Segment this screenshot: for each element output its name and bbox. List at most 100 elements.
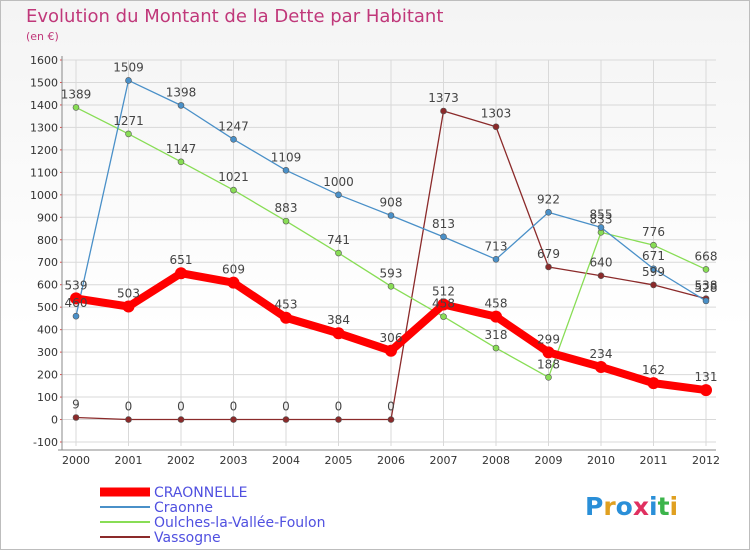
data-label: 671 xyxy=(642,249,665,263)
data-point xyxy=(492,256,500,263)
legend-entry: Craonne xyxy=(154,500,213,516)
y-tick-label: 1600 xyxy=(30,54,58,67)
data-label: 1147 xyxy=(166,142,197,156)
data-point xyxy=(650,281,657,289)
data-point xyxy=(492,344,500,352)
x-tick-label: 2011 xyxy=(640,454,668,467)
data-label: 384 xyxy=(327,313,350,327)
y-tick-label: 600 xyxy=(37,279,58,292)
data-point xyxy=(647,377,660,390)
data-point xyxy=(125,77,132,84)
data-label: 668 xyxy=(695,249,718,263)
data-point xyxy=(542,346,555,359)
data-label: 538 xyxy=(695,279,718,293)
data-point xyxy=(545,263,552,271)
y-tick-label: 0 xyxy=(51,414,58,427)
y-tick-label: 1200 xyxy=(30,144,58,157)
data-label: 609 xyxy=(222,263,245,277)
data-point xyxy=(440,107,447,115)
x-tick-label: 2009 xyxy=(535,454,563,467)
legend-entry: Vassogne xyxy=(154,530,221,546)
x-tick-label: 2003 xyxy=(220,454,248,467)
data-point xyxy=(545,209,552,216)
data-label: 741 xyxy=(327,233,350,247)
data-point xyxy=(177,102,185,109)
data-point xyxy=(177,416,185,423)
data-label: 0 xyxy=(230,400,238,414)
data-point xyxy=(492,123,500,131)
data-point xyxy=(335,416,342,423)
data-point xyxy=(490,310,502,323)
data-point xyxy=(227,276,240,289)
data-label: 1109 xyxy=(271,150,302,164)
chart-subtitle: (en €) xyxy=(26,30,59,43)
data-label: 599 xyxy=(642,265,665,279)
y-tick-label: 1000 xyxy=(30,189,58,202)
data-point xyxy=(175,267,187,280)
x-tick-label: 2006 xyxy=(377,454,405,467)
data-point xyxy=(280,311,292,324)
data-label: 1247 xyxy=(218,119,249,133)
y-tick-label: 1500 xyxy=(30,76,58,89)
y-tick-label: 1100 xyxy=(30,166,58,179)
y-tick-label: -100 xyxy=(33,436,58,449)
data-point xyxy=(125,416,132,423)
data-point xyxy=(650,241,657,249)
data-point xyxy=(387,282,395,290)
data-point xyxy=(72,414,80,421)
data-point xyxy=(72,312,80,320)
data-point xyxy=(545,373,552,381)
data-label: 528 xyxy=(695,281,718,295)
data-point xyxy=(385,344,397,357)
series-group xyxy=(70,77,712,423)
y-tick-label: 100 xyxy=(37,391,58,404)
data-point xyxy=(230,136,237,143)
data-label: 0 xyxy=(177,400,185,414)
x-tick-label: 2007 xyxy=(430,454,458,467)
chart-title: Evolution du Montant de la Dette par Hab… xyxy=(26,6,443,27)
y-tick-label: 1300 xyxy=(30,121,58,134)
data-label: 1021 xyxy=(218,170,249,184)
y-tick-label: 500 xyxy=(37,301,58,314)
y-tick-label: 800 xyxy=(37,234,58,247)
data-point xyxy=(230,186,237,194)
data-point xyxy=(437,298,450,311)
y-tick-label: 300 xyxy=(37,346,58,359)
data-point xyxy=(282,167,290,174)
y-tick-label: 700 xyxy=(37,256,58,269)
axes: -100010020030040050060070080090010001100… xyxy=(30,54,720,467)
data-label: 306 xyxy=(380,331,403,345)
x-tick-label: 2008 xyxy=(482,454,510,467)
data-label: 539 xyxy=(65,278,88,292)
x-tick-label: 2005 xyxy=(325,454,353,467)
data-label: 1303 xyxy=(481,107,512,121)
data-label: 1000 xyxy=(323,175,354,189)
data-label: 855 xyxy=(590,207,613,221)
data-label: 0 xyxy=(125,400,133,414)
data-point xyxy=(177,158,185,166)
data-label: 908 xyxy=(380,195,403,209)
data-label: 131 xyxy=(695,370,718,384)
y-tick-label: 900 xyxy=(37,211,58,224)
data-label: 640 xyxy=(590,256,613,270)
logo-text: Proxiti xyxy=(585,492,678,521)
x-tick-label: 2000 xyxy=(62,454,90,467)
data-label: 651 xyxy=(170,253,193,267)
data-label: 0 xyxy=(387,400,395,414)
y-tick-label: 400 xyxy=(37,324,58,337)
data-label: 458 xyxy=(432,297,455,311)
data-label: 162 xyxy=(642,363,665,377)
data-label: 318 xyxy=(485,328,508,342)
data-label: 458 xyxy=(485,297,508,311)
data-label: 776 xyxy=(642,225,665,239)
data-label: 188 xyxy=(537,357,560,371)
data-point xyxy=(125,130,132,138)
x-tick-label: 2002 xyxy=(167,454,195,467)
data-label: 1373 xyxy=(428,91,459,105)
data-label: 9 xyxy=(72,398,80,412)
data-label: 1398 xyxy=(166,85,197,99)
x-tick-label: 2010 xyxy=(587,454,615,467)
